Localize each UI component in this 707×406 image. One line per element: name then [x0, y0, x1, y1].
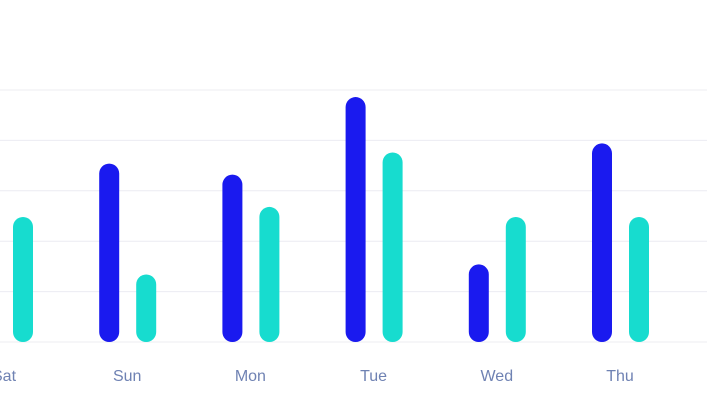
bar: [592, 143, 612, 342]
x-tick-label: Sat: [0, 368, 17, 385]
bar: [136, 274, 157, 342]
bar: [259, 206, 280, 342]
bar: [222, 174, 243, 342]
x-tick-label: Tue: [360, 368, 387, 385]
x-tick-label: Thu: [606, 368, 634, 385]
x-tick-label: Wed: [480, 368, 513, 385]
bar: [629, 217, 649, 342]
x-tick-label: Mon: [235, 368, 266, 385]
bar: [99, 163, 120, 342]
bar: [468, 264, 489, 342]
x-tick-label: Sun: [113, 368, 141, 385]
bar: [13, 217, 33, 342]
bar: [505, 217, 526, 342]
bar: [382, 152, 403, 342]
bar: [345, 97, 366, 342]
